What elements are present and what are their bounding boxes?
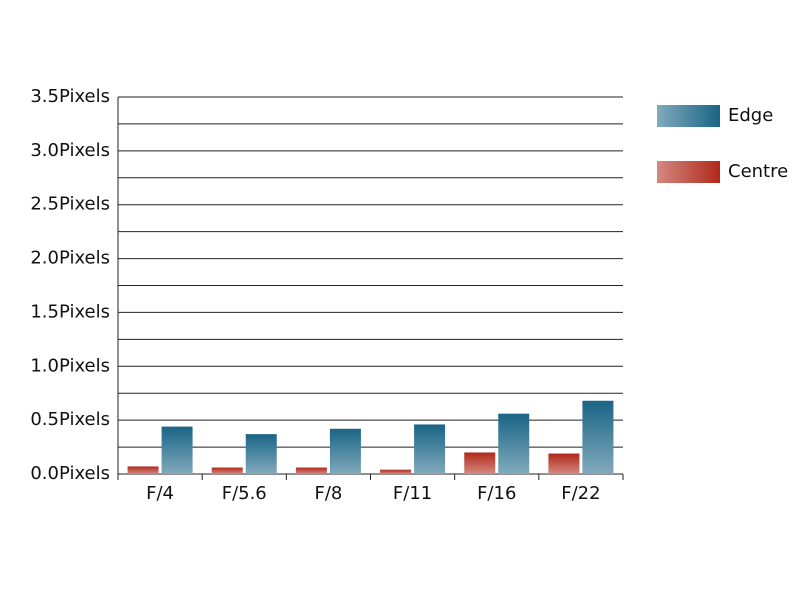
x-tick-label: F/4: [146, 483, 174, 504]
legend-label: Centre: [728, 161, 788, 182]
y-tick-label: 3.5Pixels: [30, 86, 110, 107]
x-tick-label: F/16: [477, 483, 516, 504]
bar: [211, 467, 243, 474]
y-tick-label: 0.5Pixels: [30, 409, 110, 430]
legend-swatch: [657, 161, 720, 183]
y-tick-label: 1.5Pixels: [30, 301, 110, 322]
bar: [414, 424, 446, 474]
x-tick-label: F/5.6: [222, 483, 267, 504]
x-tick-label: F/22: [561, 483, 600, 504]
x-tick-label: F/11: [393, 483, 432, 504]
bar: [582, 400, 614, 474]
x-tick-label: F/8: [314, 483, 342, 504]
bar: [498, 413, 530, 474]
bar: [245, 434, 277, 474]
bar: [329, 428, 361, 474]
bar: [295, 467, 327, 474]
legend-swatch: [657, 105, 720, 127]
y-tick-label: 1.0Pixels: [30, 355, 110, 376]
bar: [548, 453, 580, 474]
bar: [380, 469, 412, 474]
y-tick-label: 2.5Pixels: [30, 194, 110, 215]
legend-label: Edge: [728, 105, 773, 126]
y-tick-label: 0.0Pixels: [30, 463, 110, 484]
bar: [161, 426, 193, 474]
y-tick-label: 3.0Pixels: [30, 140, 110, 161]
bar: [127, 466, 159, 474]
y-tick-label: 2.0Pixels: [30, 248, 110, 269]
bar: [464, 452, 496, 474]
